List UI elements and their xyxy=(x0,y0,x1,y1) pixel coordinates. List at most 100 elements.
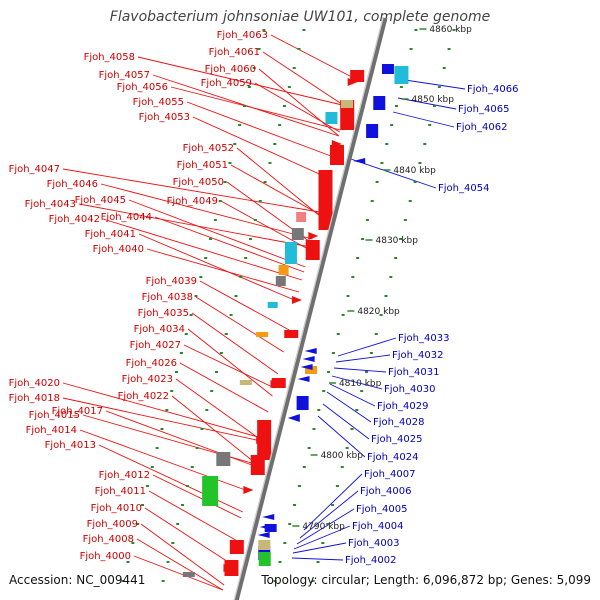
forward-guide-line xyxy=(102,218,303,281)
grey-gene-block xyxy=(291,228,304,240)
kbp-label: 4790 kbp xyxy=(302,522,345,532)
reverse-gene-arrow xyxy=(287,414,300,422)
gene-label-Fjoh_4038: Fjoh_4038 xyxy=(142,292,193,303)
backbone-line xyxy=(233,17,388,600)
reverse-guide-line xyxy=(292,542,347,554)
reverse-guide-line xyxy=(296,508,355,545)
forward-tick xyxy=(249,238,253,240)
reverse-gene-arrow xyxy=(353,158,366,164)
forward-guide-line xyxy=(140,523,225,586)
cyan-gene-block xyxy=(394,66,409,84)
forward-gene-arrow xyxy=(347,78,358,86)
reverse-tick xyxy=(409,48,413,50)
reverse-tick xyxy=(375,181,379,183)
reverse-tick xyxy=(340,466,344,468)
gene-label-Fjoh_4026: Fjoh_4026 xyxy=(126,358,177,369)
gene-label-Fjoh_4028: Fjoh_4028 xyxy=(373,417,424,428)
forward-guide-line xyxy=(98,444,243,513)
gene-label-Fjoh_4022: Fjoh_4022 xyxy=(118,391,169,402)
reverse-tick xyxy=(414,29,418,31)
forward-tick xyxy=(268,162,272,164)
grey-gene-block xyxy=(216,452,231,466)
reverse-guide-line xyxy=(317,415,366,458)
gene-label-Fjoh_4011: Fjoh_4011 xyxy=(95,486,146,497)
forward-tick xyxy=(283,105,287,107)
forward-tick xyxy=(141,504,145,506)
reverse-guide-line xyxy=(293,525,351,550)
gene-label-Fjoh_4033: Fjoh_4033 xyxy=(398,333,449,344)
kbp-label: 4850 kbp xyxy=(412,95,455,105)
reverse-tick xyxy=(360,390,364,392)
gene-label-Fjoh_4044: Fjoh_4044 xyxy=(101,212,152,223)
gene-label-Fjoh_4031: Fjoh_4031 xyxy=(388,367,439,378)
forward-tick xyxy=(228,162,232,164)
gene-label-Fjoh_4015: Fjoh_4015 xyxy=(29,410,80,421)
forward-tick xyxy=(253,219,257,221)
cyan-gene-block xyxy=(325,112,338,124)
map-title: Flavobacterium johnsoniae UW101, complet… xyxy=(109,9,491,25)
forward-guide-line xyxy=(171,395,256,464)
reverse-tick xyxy=(389,276,393,278)
gene-label-Fjoh_4013: Fjoh_4013 xyxy=(45,440,96,451)
forward-guide-line xyxy=(186,101,334,158)
reverse-tick xyxy=(361,238,365,240)
forward-tick xyxy=(292,67,296,69)
accession-text: Accession: NC_009441 xyxy=(9,573,146,587)
gene-label-Fjoh_4002: Fjoh_4002 xyxy=(345,555,396,566)
forward-guide-line xyxy=(137,56,347,107)
forward-gene-block xyxy=(305,240,320,260)
forward-tick xyxy=(194,295,198,297)
reverse-tick xyxy=(413,181,417,183)
forward-tick xyxy=(190,466,194,468)
reverse-guide-line xyxy=(333,367,387,373)
forward-gene-arrow xyxy=(223,564,234,572)
forward-guide-line xyxy=(191,312,279,375)
gene-label-Fjoh_4057: Fjoh_4057 xyxy=(99,70,150,81)
reverse-tick xyxy=(355,409,359,411)
forward-guide-line xyxy=(136,538,224,591)
reverse-tick xyxy=(369,352,373,354)
forward-guide-line xyxy=(199,280,290,331)
reverse-guide-line xyxy=(397,97,457,110)
gene-label-Fjoh_4029: Fjoh_4029 xyxy=(377,401,428,412)
forward-guide-line xyxy=(62,382,262,439)
reverse-tick xyxy=(370,200,374,202)
forward-gene-block xyxy=(284,330,299,338)
reverse-tick xyxy=(311,580,315,582)
kbp-label: 4800 kbp xyxy=(321,451,364,461)
forward-tick xyxy=(121,580,125,582)
kbp-label: 4810 kbp xyxy=(339,379,382,389)
forward-guide-line xyxy=(146,248,300,293)
genome-backbone xyxy=(233,17,388,600)
reverse-tick xyxy=(365,219,369,221)
forward-guide-line xyxy=(270,34,354,79)
gene-label-Fjoh_4008: Fjoh_4008 xyxy=(83,534,134,545)
reverse-guide-line xyxy=(337,337,397,357)
gene-label-Fjoh_4005: Fjoh_4005 xyxy=(356,504,407,515)
forward-guide-line xyxy=(262,51,347,108)
forward-gene-arrow xyxy=(243,486,254,494)
forward-guide-line xyxy=(78,203,311,248)
reverse-tick xyxy=(322,390,326,392)
forward-tick xyxy=(160,428,164,430)
reverse-tick xyxy=(394,257,398,259)
forward-gene-block xyxy=(318,170,333,230)
reverse-tick xyxy=(385,143,389,145)
gene-label-Fjoh_4054: Fjoh_4054 xyxy=(438,183,489,194)
forward-gene-arrow xyxy=(270,380,281,388)
forward-guide-line xyxy=(62,397,262,442)
forward-tick xyxy=(223,181,227,183)
forward-tick xyxy=(150,466,154,468)
orange-gene-block xyxy=(305,366,318,374)
reverse-tick xyxy=(307,447,311,449)
reverse-tick xyxy=(433,105,437,107)
forward-gene-block xyxy=(229,540,244,554)
reverse-tick xyxy=(316,561,320,563)
forward-tick xyxy=(185,485,189,487)
forward-tick xyxy=(234,295,238,297)
forward-guide-line xyxy=(144,507,230,564)
forward-tick xyxy=(195,447,199,449)
gene-label-Fjoh_4017: Fjoh_4017 xyxy=(52,406,103,417)
forward-tick xyxy=(278,124,282,126)
